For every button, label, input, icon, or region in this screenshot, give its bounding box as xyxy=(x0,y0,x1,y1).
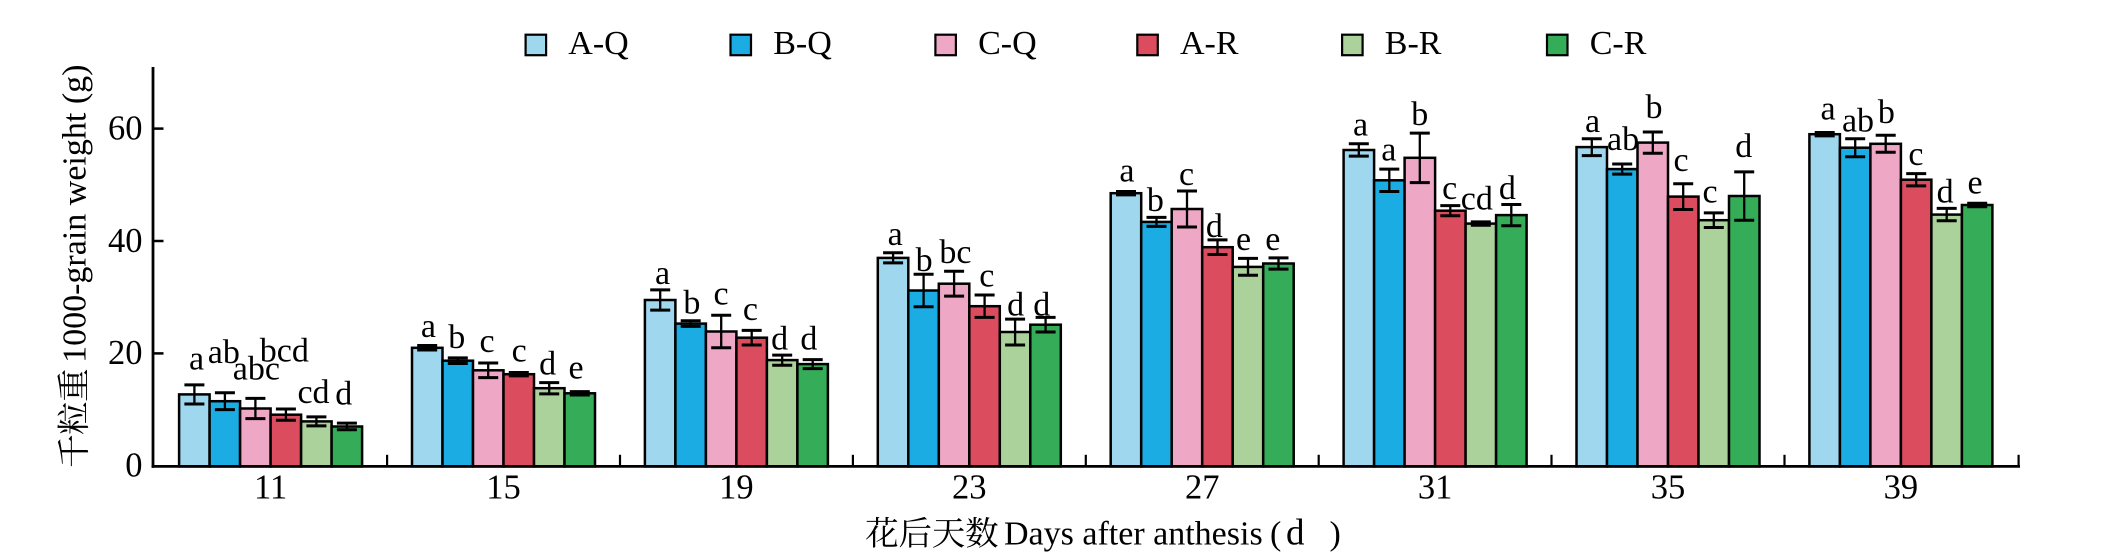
svg-text:bcd: bcd xyxy=(260,332,309,369)
svg-text:15: 15 xyxy=(486,468,521,506)
svg-text:a: a xyxy=(888,216,903,253)
svg-text:d: d xyxy=(1033,286,1050,323)
svg-text:20: 20 xyxy=(108,334,143,372)
svg-text:b: b xyxy=(1646,89,1663,126)
svg-text:19: 19 xyxy=(719,468,754,506)
svg-text:a: a xyxy=(1585,103,1600,140)
svg-text:C-R: C-R xyxy=(1590,25,1647,62)
svg-text:ab: ab xyxy=(1607,121,1639,158)
svg-text:Days after anthesis: Days after anthesis xyxy=(1004,516,1263,553)
svg-text:b: b xyxy=(448,319,465,356)
svg-text:23: 23 xyxy=(952,468,987,506)
svg-text:b: b xyxy=(1147,182,1164,219)
svg-text:abc: abc xyxy=(233,351,280,388)
svg-text:e: e xyxy=(1265,221,1280,258)
svg-text:d: d xyxy=(800,320,817,357)
svg-text:(: ( xyxy=(1270,516,1281,553)
svg-text:d: d xyxy=(1206,208,1223,245)
svg-text:A-Q: A-Q xyxy=(568,25,628,62)
svg-text:40: 40 xyxy=(108,222,143,260)
svg-text:ab: ab xyxy=(1842,103,1874,140)
svg-text:): ) xyxy=(1330,516,1341,553)
svg-text:e: e xyxy=(568,349,583,386)
svg-text:d: d xyxy=(539,346,556,383)
svg-text:a: a xyxy=(655,255,670,292)
svg-text:d: d xyxy=(1499,170,1516,207)
svg-text:ab: ab xyxy=(208,334,240,371)
svg-text:b: b xyxy=(916,242,933,279)
svg-text:cd: cd xyxy=(1461,181,1493,218)
svg-text:27: 27 xyxy=(1185,468,1220,506)
svg-text:e: e xyxy=(1967,165,1982,202)
svg-text:60: 60 xyxy=(108,109,143,147)
svg-text:c: c xyxy=(714,275,729,312)
svg-text:a: a xyxy=(1821,90,1836,127)
svg-text:0: 0 xyxy=(125,447,142,485)
svg-text:c: c xyxy=(512,332,527,369)
svg-text:a: a xyxy=(189,341,204,378)
svg-text:c: c xyxy=(479,323,494,360)
svg-text:c: c xyxy=(1908,136,1923,173)
svg-text:31: 31 xyxy=(1418,468,1453,506)
svg-text:a: a xyxy=(1353,107,1368,144)
svg-text:B-R: B-R xyxy=(1385,25,1442,62)
svg-text:c: c xyxy=(1179,156,1194,193)
svg-text:d: d xyxy=(335,376,352,413)
svg-text:c: c xyxy=(1442,170,1457,207)
svg-text:A-R: A-R xyxy=(1180,25,1239,62)
svg-text:39: 39 xyxy=(1884,468,1919,506)
svg-text:c: c xyxy=(743,291,758,328)
svg-text:c: c xyxy=(1702,174,1717,211)
svg-text:b: b xyxy=(683,284,700,321)
svg-text:c: c xyxy=(1674,142,1689,179)
svg-text:b: b xyxy=(1878,94,1895,131)
svg-text:d: d xyxy=(1286,513,1305,554)
svg-text:11: 11 xyxy=(254,468,287,506)
svg-text:a: a xyxy=(421,308,436,345)
svg-text:d: d xyxy=(771,320,788,357)
svg-text:a: a xyxy=(1381,131,1396,168)
svg-text:d: d xyxy=(1007,286,1024,323)
svg-text:C-Q: C-Q xyxy=(978,25,1037,62)
svg-text:a: a xyxy=(1119,153,1134,190)
svg-text:35: 35 xyxy=(1651,468,1686,506)
svg-text:e: e xyxy=(1236,221,1251,258)
svg-text:d: d xyxy=(1735,128,1752,165)
svg-text:1000-grain weight (g): 1000-grain weight (g) xyxy=(57,65,94,363)
svg-text:B-Q: B-Q xyxy=(773,25,832,62)
svg-text:cd: cd xyxy=(297,374,329,411)
svg-text:d: d xyxy=(1937,174,1954,211)
svg-text:c: c xyxy=(979,258,994,295)
svg-text:b: b xyxy=(1411,96,1428,133)
svg-text:bc: bc xyxy=(939,234,971,271)
